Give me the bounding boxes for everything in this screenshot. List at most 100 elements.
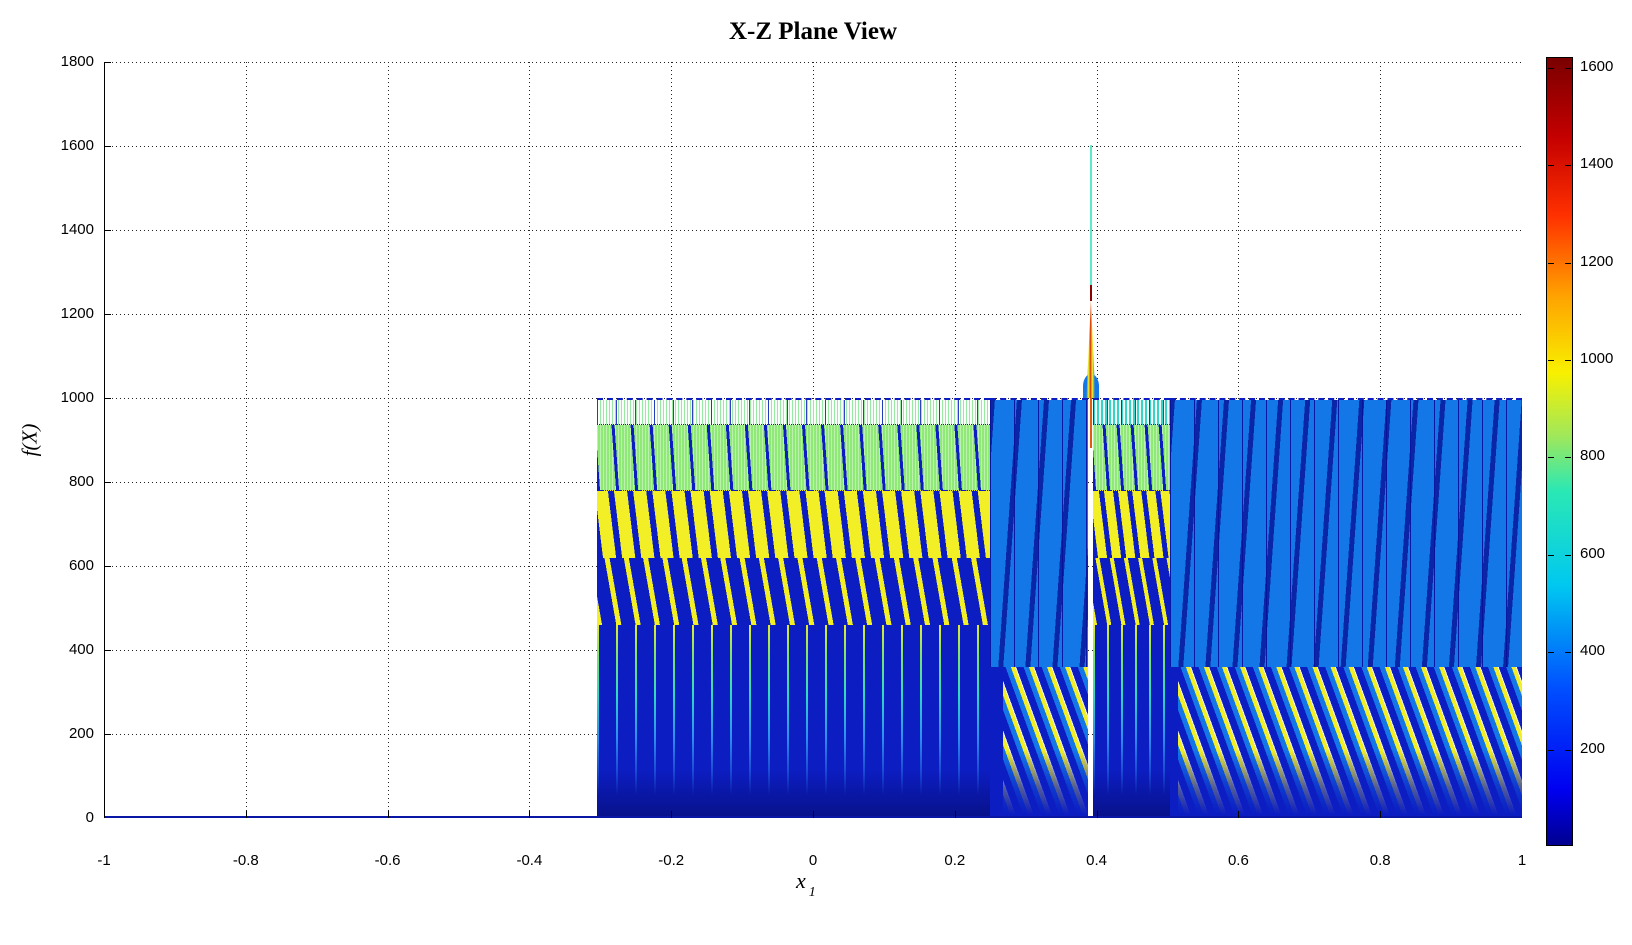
x-tick-mark (1238, 811, 1240, 818)
colorbar-tick (1565, 67, 1571, 69)
colorbar-tick (1548, 165, 1554, 167)
y-tick-label: 1800 (60, 53, 94, 70)
region-dense-bands-mid (1093, 398, 1170, 818)
colorbar-tick-label: 400 (1580, 642, 1606, 660)
colorbar-tick-label: 1600 (1580, 57, 1614, 75)
colorbar-tick (1548, 749, 1554, 751)
colorbar-tick-label: 800 (1580, 447, 1606, 465)
colorbar-tick (1548, 359, 1554, 361)
page-title: X-Z Plane View (728, 18, 898, 45)
y-tick-mark (104, 146, 111, 147)
spike-red (1089, 284, 1092, 301)
y-tick-mark (104, 398, 111, 399)
band-stripe-overlay (596, 624, 991, 818)
band-stripe-overlay (1093, 624, 1170, 818)
colorbar-tick (1565, 165, 1571, 167)
y-tick-label: 1000 (60, 389, 94, 406)
region-band (596, 400, 991, 426)
plot-area (104, 62, 1522, 818)
x-tick-label: 0.8 (1369, 852, 1391, 869)
x-tick-label: 0.6 (1227, 852, 1249, 869)
y-tick-mark (104, 650, 111, 651)
x-tick-mark (1096, 811, 1098, 818)
region-band (1093, 557, 1170, 625)
y-tick-label: 1600 (60, 137, 94, 154)
y-tick-label: 800 (68, 473, 94, 490)
colorbar-tick (1565, 359, 1571, 361)
colorbar (1546, 57, 1573, 846)
colorbar-tick (1548, 262, 1554, 264)
x-tick-mark (104, 811, 105, 818)
y-axis-label: f(X) (17, 423, 42, 457)
colorbar-tick (1565, 749, 1571, 751)
region-band (1093, 624, 1170, 818)
y-tick-label: 200 (68, 725, 94, 742)
region-band (1093, 425, 1170, 491)
region-band (596, 557, 991, 625)
gridline (104, 62, 1522, 63)
colorbar-tick (1565, 262, 1571, 264)
hooks-pattern (1003, 666, 1089, 818)
y-tick-mark (104, 566, 111, 567)
colorbar-tick-label: 1200 (1580, 252, 1614, 270)
region-band (596, 425, 991, 491)
colorbar-tick (1548, 652, 1554, 654)
gridline (104, 146, 1522, 147)
y-axis-line (104, 62, 105, 818)
y-tick-mark (104, 230, 111, 231)
y-tick-label: 1400 (60, 221, 94, 238)
spike-stem (1089, 398, 1092, 449)
colorbar-tick (1565, 652, 1571, 654)
y-tick-mark (104, 482, 111, 483)
hooks-pattern (1178, 666, 1522, 818)
colorbar-tick-label: 200 (1580, 739, 1606, 757)
region-band (1093, 400, 1170, 426)
y-tick-mark (104, 314, 111, 315)
x-tick-label: -0.6 (374, 852, 401, 869)
x-tick-label: -0.8 (232, 852, 259, 869)
y-tick-label: 1200 (60, 305, 94, 322)
x-tick-label: 1 (1517, 852, 1527, 869)
colorbar-tick (1548, 457, 1554, 459)
colorbar-tick-label: 1400 (1580, 155, 1614, 173)
x-tick-mark (1380, 811, 1382, 818)
gridline (104, 314, 1522, 315)
y-tick-label: 0 (85, 809, 94, 826)
gridline (529, 62, 531, 818)
colorbar-tick (1565, 457, 1571, 459)
region-dense-bands-left (596, 398, 991, 818)
spike-tri (1086, 300, 1096, 398)
x-tick-label: -0.2 (658, 852, 685, 869)
x-tick-label: 0.4 (1086, 852, 1108, 869)
x-tick-mark (245, 811, 247, 818)
colorbar-tick (1548, 554, 1554, 556)
colorbar-tick (1565, 554, 1571, 556)
y-tick-label: 400 (68, 641, 94, 658)
x-axis-label-base: x (796, 868, 806, 893)
x-tick-label: -0.4 (516, 852, 543, 869)
x-tick-mark (954, 811, 956, 818)
y-tick-label: 600 (68, 557, 94, 574)
x-tick-label: 0.2 (944, 852, 966, 869)
y-tick-mark (104, 734, 111, 735)
region-band (990, 400, 1089, 667)
region-band (1093, 490, 1170, 558)
region-band (1169, 400, 1522, 667)
y-tick-mark (104, 62, 111, 63)
region-band (596, 490, 991, 558)
x-tick-label: -1 (97, 852, 111, 869)
x-tick-mark (387, 811, 389, 818)
colorbar-tick-label: 600 (1580, 544, 1606, 562)
hooks-stripes (1178, 666, 1522, 818)
x-axis-label-subscript: 1 (808, 885, 816, 900)
x-tick-mark (671, 811, 673, 818)
x-tick-mark (529, 811, 531, 818)
gridline (387, 62, 389, 818)
colorbar-tick (1548, 67, 1554, 69)
x-tick-label: 0 (808, 852, 818, 869)
spike-cyan (1089, 145, 1092, 285)
colorbar-tick-label: 1000 (1580, 349, 1614, 367)
region-band (596, 624, 991, 818)
